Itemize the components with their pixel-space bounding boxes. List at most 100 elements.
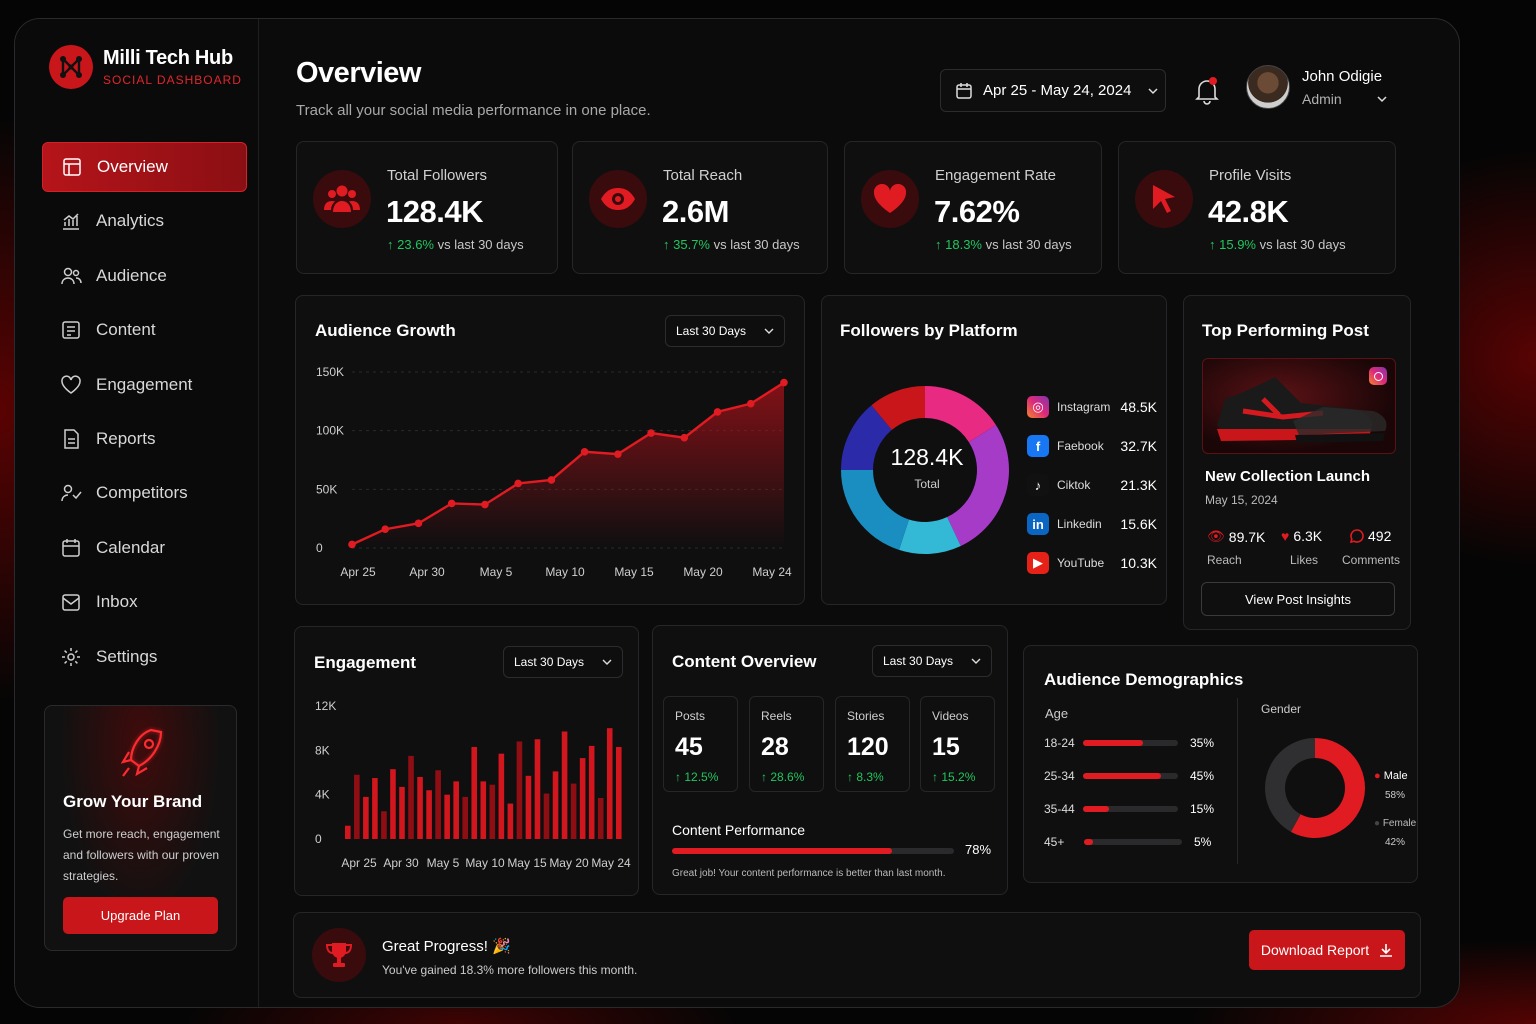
engagement-bar bbox=[606, 728, 613, 839]
platform-value: 32.7K bbox=[1120, 438, 1157, 454]
sidebar-item-engagement[interactable]: Engagement bbox=[42, 360, 247, 410]
upgrade-plan-button[interactable]: Upgrade Plan bbox=[63, 897, 218, 934]
sidebar-item-label: Audience bbox=[96, 265, 167, 285]
platform-value: 21.3K bbox=[1120, 477, 1157, 493]
sidebar-item-competitors[interactable]: Competitors bbox=[42, 468, 247, 518]
sidebar-item-audience[interactable]: Audience bbox=[42, 251, 247, 301]
content-filter-dropdown[interactable]: Last 30 Days bbox=[872, 645, 993, 677]
dashboard-window: Milli Tech Hub SOCIAL DASHBOARD Overview… bbox=[14, 18, 1460, 1008]
x-tick-label: May 5 bbox=[427, 856, 460, 870]
donut-slice bbox=[947, 424, 1009, 547]
brand-name: Milli Tech Hub bbox=[103, 47, 233, 69]
avatar bbox=[1246, 65, 1290, 109]
growth-filter-dropdown[interactable]: Last 30 Days bbox=[665, 315, 786, 347]
donut-total: 128.4K bbox=[890, 444, 964, 470]
audience-growth-card: Audience Growth Last 30 Days 0 50K 100K 150… bbox=[295, 295, 805, 605]
donut-slice bbox=[899, 517, 961, 554]
age-pct: 45% bbox=[1189, 769, 1214, 783]
heart-icon bbox=[861, 170, 919, 228]
user-name: John Odigie bbox=[1302, 67, 1383, 85]
date-range-picker[interactable]: Apr 25 - May 24, 2024 bbox=[940, 69, 1166, 112]
content-stat-posts[interactable]: Posts 45 ↑ 12.5% bbox=[663, 696, 738, 792]
y-tick-label: 0 bbox=[316, 541, 323, 555]
x-tick-label: May 15 bbox=[507, 856, 547, 870]
sidebar-item-inbox[interactable]: Inbox bbox=[42, 577, 247, 627]
legend-male-pct: 58% bbox=[1385, 790, 1406, 801]
engagement-bar bbox=[435, 770, 441, 839]
engagement-bar bbox=[516, 741, 523, 839]
age-bar bbox=[1082, 773, 1178, 779]
page-title: Overview bbox=[296, 57, 421, 89]
engagement-bar bbox=[561, 731, 568, 839]
data-point bbox=[481, 500, 489, 509]
engagement-bar bbox=[345, 825, 351, 839]
chevron-down-icon bbox=[1148, 87, 1158, 94]
growth-line bbox=[351, 381, 785, 546]
platform-value: 48.5K bbox=[1120, 399, 1157, 415]
age-pct: 35% bbox=[1189, 736, 1214, 750]
sidebar-item-label: Competitors bbox=[96, 483, 188, 503]
sidebar-item-settings[interactable]: Settings bbox=[42, 632, 247, 682]
sidebar-item-reports[interactable]: Reports bbox=[42, 414, 247, 464]
stat-label: Total Followers bbox=[387, 167, 488, 184]
age-range: 18-24 bbox=[1044, 736, 1075, 750]
chevron-down-icon bbox=[602, 659, 612, 665]
download-report-button[interactable]: Download Report bbox=[1249, 930, 1405, 970]
stat-card-engagement[interactable]: Engagement Rate 7.62% ↑ 18.3% vs last 30… bbox=[844, 141, 1102, 274]
post-title: New Collection Launch bbox=[1205, 468, 1371, 485]
content-performance-label: Content Performance bbox=[672, 822, 806, 838]
user-menu[interactable]: John Odigie Admin bbox=[1246, 65, 1388, 109]
stat-change: ↑ 15.9% vs last 30 days bbox=[1209, 237, 1346, 252]
card-title: Top Performing Post bbox=[1202, 321, 1369, 340]
sidebar-item-calendar[interactable]: Calendar bbox=[42, 523, 247, 573]
gender-label: Gender bbox=[1261, 702, 1302, 716]
engagement-bar bbox=[462, 796, 469, 839]
engagement-bar bbox=[390, 769, 396, 839]
view-post-insights-button[interactable]: View Post Insights bbox=[1201, 582, 1395, 616]
content-stat-videos[interactable]: Videos 15 ↑ 15.2% bbox=[920, 696, 995, 792]
sidebar-item-overview[interactable]: Overview bbox=[42, 142, 247, 192]
competitors-icon bbox=[61, 485, 82, 502]
age-bar-fill bbox=[1084, 839, 1093, 845]
date-range-text: Apr 25 - May 24, 2024 bbox=[983, 82, 1132, 99]
platform-row-0: ◎ Instagram 48.5K bbox=[1027, 395, 1157, 419]
engagement-bar bbox=[354, 774, 360, 839]
engagement-bar bbox=[588, 745, 595, 839]
card-title: Followers by Platform bbox=[840, 321, 1018, 340]
card-title: Audience Demographics bbox=[1044, 670, 1244, 689]
content-stat-reels[interactable]: Reels 28 ↑ 28.6% bbox=[749, 696, 824, 792]
y-tick-label: 150K bbox=[316, 365, 344, 379]
engagement-bar bbox=[534, 739, 541, 839]
engagement-bar bbox=[363, 796, 369, 839]
y-tick-label: 12K bbox=[315, 699, 336, 713]
post-thumbnail[interactable] bbox=[1202, 358, 1396, 454]
content-stat-stories[interactable]: Stories 120 ↑ 8.3% bbox=[835, 696, 910, 792]
sidebar-item-analytics[interactable]: Analytics bbox=[42, 196, 247, 246]
brand-logo[interactable]: Milli Tech Hub SOCIAL DASHBOARD bbox=[49, 45, 242, 89]
sidebar-item-content[interactable]: Content bbox=[42, 305, 247, 355]
age-row: 25-34 45% bbox=[1044, 769, 1214, 783]
stat-label: Engagement Rate bbox=[935, 167, 1056, 184]
stat-change: ↑ 35.7% vs last 30 days bbox=[663, 237, 800, 252]
stat-card-visits[interactable]: Profile Visits 42.8K ↑ 15.9% vs last 30 … bbox=[1118, 141, 1396, 274]
notification-button[interactable] bbox=[1194, 77, 1220, 110]
donut-slice bbox=[841, 405, 892, 470]
engagement-card: Engagement Last 30 Days 0 4K 8K 12K Apr 25 Ap… bbox=[294, 626, 639, 896]
engagement-bar bbox=[507, 803, 514, 839]
stat-card-reach[interactable]: Total Reach 2.6M ↑ 35.7% vs last 30 days bbox=[572, 141, 828, 274]
age-row: 45+ 5% bbox=[1044, 835, 1214, 849]
chevron-down-icon bbox=[1377, 95, 1387, 102]
x-tick-label: May 5 bbox=[480, 565, 513, 579]
age-bar bbox=[1082, 740, 1178, 746]
engagement-filter-dropdown[interactable]: Last 30 Days bbox=[503, 646, 624, 678]
sidebar-item-label: Inbox bbox=[96, 592, 138, 612]
platform-name: YouTube bbox=[1057, 556, 1105, 570]
stat-value: 128.4K bbox=[386, 194, 483, 229]
x-tick-label: May 24 bbox=[752, 565, 792, 579]
content-performance-bar bbox=[672, 848, 954, 854]
y-tick-label: 50K bbox=[316, 482, 337, 496]
facebook-icon: f bbox=[1027, 435, 1049, 457]
inbox-icon bbox=[62, 594, 80, 611]
stat-card-followers[interactable]: Total Followers 128.4K ↑ 23.6% vs last 3… bbox=[296, 141, 558, 274]
eye-icon bbox=[589, 170, 647, 228]
